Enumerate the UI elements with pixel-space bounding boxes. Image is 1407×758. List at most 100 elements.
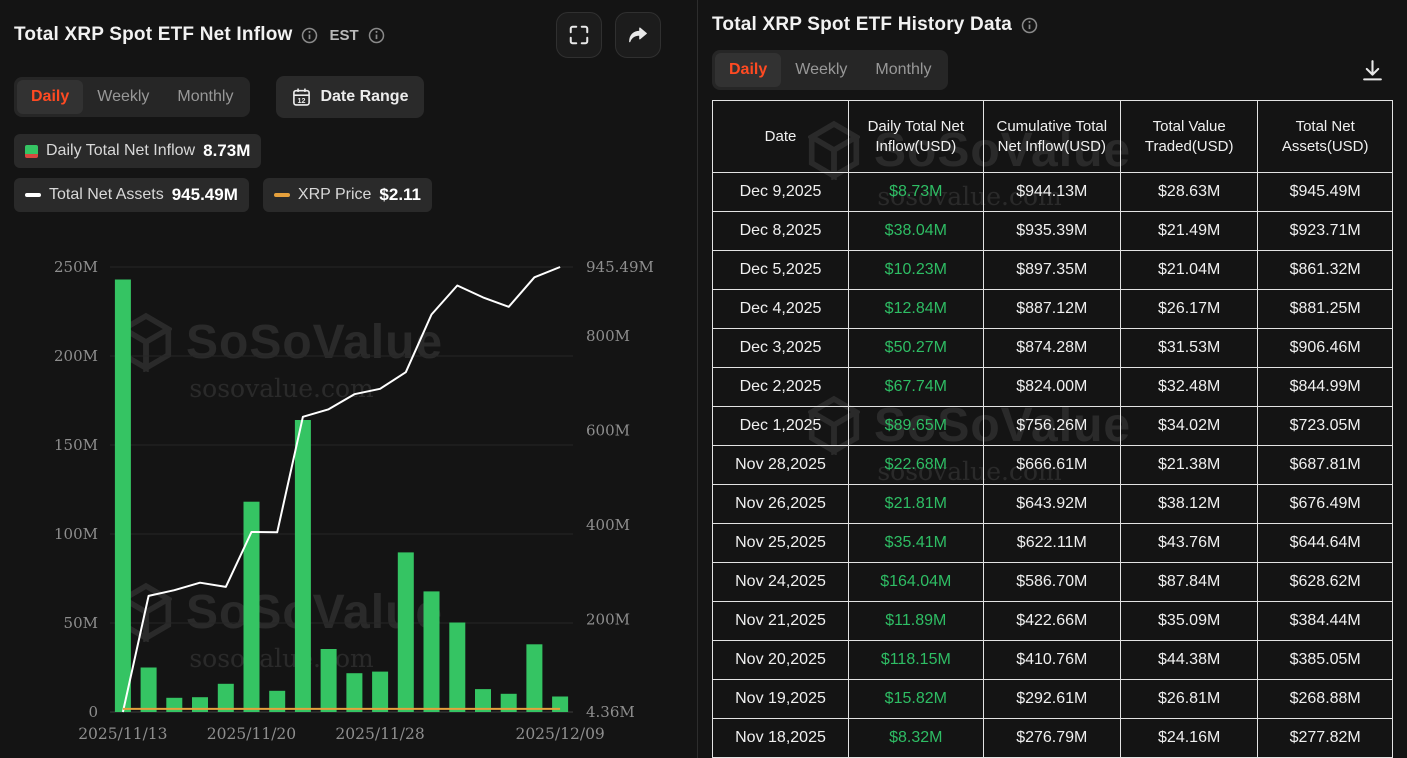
value-cell: $410.76M bbox=[982, 640, 1121, 680]
value-cell: $666.61M bbox=[982, 445, 1121, 485]
value-cell: $15.82M bbox=[848, 679, 984, 719]
value-cell: $643.92M bbox=[982, 484, 1121, 524]
value-cell: $676.49M bbox=[1257, 484, 1393, 524]
date-cell: Nov 24,2025 bbox=[712, 562, 849, 602]
date-cell: Dec 3,2025 bbox=[712, 328, 849, 368]
legend-value: 8.73M bbox=[203, 141, 251, 160]
value-cell: $644.64M bbox=[1257, 523, 1393, 563]
svg-text:4.36M: 4.36M bbox=[586, 703, 635, 721]
date-range-label: Date Range bbox=[320, 88, 409, 105]
svg-text:0: 0 bbox=[88, 703, 98, 721]
value-cell: $887.12M bbox=[982, 289, 1121, 329]
value-cell: $89.65M bbox=[848, 406, 984, 446]
value-cell: $87.84M bbox=[1119, 562, 1259, 602]
date-cell: Dec 8,2025 bbox=[712, 211, 849, 251]
value-cell: $31.53M bbox=[1119, 328, 1259, 368]
svg-text:50M: 50M bbox=[64, 614, 98, 632]
timezone-label: EST bbox=[329, 26, 359, 44]
value-cell: $32.48M bbox=[1119, 367, 1259, 407]
value-cell: $21.04M bbox=[1119, 250, 1259, 290]
value-cell: $384.44M bbox=[1257, 601, 1393, 641]
date-cell: Dec 4,2025 bbox=[712, 289, 849, 329]
value-cell: $268.88M bbox=[1257, 679, 1393, 719]
tab-monthly[interactable]: Monthly bbox=[875, 61, 932, 78]
inflow-bar-swatch-icon bbox=[25, 144, 38, 158]
value-cell: $35.41M bbox=[848, 523, 984, 563]
chart-info-icon[interactable] bbox=[301, 27, 318, 44]
tab-daily[interactable]: Daily bbox=[17, 80, 84, 114]
net-assets-line-swatch-icon bbox=[25, 193, 41, 197]
column-header: Total Net Assets(USD) bbox=[1257, 100, 1393, 173]
svg-text:100M: 100M bbox=[54, 525, 98, 543]
value-cell: $21.49M bbox=[1119, 211, 1259, 251]
history-controls: Daily Weekly Monthly bbox=[712, 50, 1393, 90]
tab-monthly[interactable]: Monthly bbox=[177, 88, 234, 105]
table-row: Dec 8,2025 $38.04M $935.39M $21.49M $923.71M bbox=[712, 211, 1393, 251]
table-row: Dec 9,2025 $8.73M $944.13M $28.63M $945.49M bbox=[712, 172, 1393, 212]
table-row: Nov 28,2025 $22.68M $666.61M $21.38M $687.81… bbox=[712, 445, 1393, 485]
legend-value: $2.11 bbox=[379, 185, 422, 204]
value-cell: $8.32M bbox=[848, 718, 984, 758]
tab-daily[interactable]: Daily bbox=[715, 53, 782, 87]
table-row: Dec 3,2025 $50.27M $874.28M $31.53M $906.46M bbox=[712, 328, 1393, 368]
table-row: Nov 21,2025 $11.89M $422.66M $35.09M $384.44… bbox=[712, 601, 1393, 641]
chart-area: SoSoValue sosovalue.com SoSoValue sosova… bbox=[0, 222, 697, 752]
net-inflow-chart[interactable]: 0 50M 100M 150M 200M 250M 4.36M 200M 400M 600M 800… bbox=[0, 222, 695, 752]
value-cell: $43.76M bbox=[1119, 523, 1259, 563]
table-row: Nov 19,2025 $15.82M $292.61M $26.81M $268.88… bbox=[712, 679, 1393, 719]
legend-total-net-assets[interactable]: Total Net Assets 945.49M bbox=[14, 178, 249, 212]
value-cell: $22.68M bbox=[848, 445, 984, 485]
calendar-icon: 12 bbox=[293, 88, 311, 106]
share-button[interactable] bbox=[615, 12, 661, 58]
chart-toolbar bbox=[556, 12, 661, 58]
column-header: Date bbox=[712, 100, 849, 173]
chart-panel: Total XRP Spot ETF Net Inflow EST Daily … bbox=[0, 0, 697, 758]
svg-text:250M: 250M bbox=[54, 258, 98, 276]
value-cell: $44.38M bbox=[1119, 640, 1259, 680]
value-cell: $824.00M bbox=[982, 367, 1121, 407]
value-cell: $622.11M bbox=[982, 523, 1121, 563]
svg-text:945.49M: 945.49M bbox=[586, 258, 654, 276]
value-cell: $874.28M bbox=[982, 328, 1121, 368]
svg-text:400M: 400M bbox=[586, 516, 630, 534]
chart-title: Total XRP Spot ETF Net Inflow bbox=[14, 24, 293, 45]
value-cell: $292.61M bbox=[982, 679, 1121, 719]
value-cell: $861.32M bbox=[1257, 250, 1393, 290]
table-row: Nov 18,2025 $8.32M $276.79M $24.16M $277.82M bbox=[712, 718, 1393, 758]
value-cell: $8.73M bbox=[848, 172, 984, 212]
date-range-button[interactable]: 12 Date Range bbox=[276, 76, 425, 118]
legend-daily-net-inflow[interactable]: Daily Total Net Inflow 8.73M bbox=[14, 134, 262, 168]
value-cell: $38.12M bbox=[1119, 484, 1259, 524]
timezone-info-icon[interactable] bbox=[368, 27, 385, 44]
fullscreen-button[interactable] bbox=[556, 12, 602, 58]
date-cell: Dec 5,2025 bbox=[712, 250, 849, 290]
value-cell: $50.27M bbox=[848, 328, 984, 368]
value-cell: $10.23M bbox=[848, 250, 984, 290]
value-cell: $26.17M bbox=[1119, 289, 1259, 329]
header-row: Date Daily Total Net Inflow(USD) Cumulativ… bbox=[712, 100, 1393, 173]
legend-xrp-price[interactable]: XRP Price $2.11 bbox=[262, 178, 433, 212]
value-cell: $945.49M bbox=[1257, 172, 1393, 212]
interval-tabs: Daily Weekly Monthly bbox=[14, 77, 251, 117]
date-cell: Dec 9,2025 bbox=[712, 172, 849, 212]
tab-weekly[interactable]: Weekly bbox=[97, 88, 150, 105]
date-cell: Dec 1,2025 bbox=[712, 406, 849, 446]
history-info-icon[interactable] bbox=[1021, 17, 1038, 34]
value-cell: $881.25M bbox=[1257, 289, 1393, 329]
date-cell: Dec 2,2025 bbox=[712, 367, 849, 407]
svg-text:200M: 200M bbox=[54, 347, 98, 365]
history-interval-tabs: Daily Weekly Monthly bbox=[712, 50, 949, 90]
svg-text:2025/12/09: 2025/12/09 bbox=[515, 725, 604, 743]
value-cell: $34.02M bbox=[1119, 406, 1259, 446]
value-cell: $21.81M bbox=[848, 484, 984, 524]
column-header: Daily Total Net Inflow(USD) bbox=[848, 100, 984, 173]
value-cell: $923.71M bbox=[1257, 211, 1393, 251]
date-cell: Nov 28,2025 bbox=[712, 445, 849, 485]
tab-weekly[interactable]: Weekly bbox=[795, 61, 848, 78]
value-cell: $897.35M bbox=[982, 250, 1121, 290]
table-row: Dec 1,2025 $89.65M $756.26M $34.02M $723.05M bbox=[712, 406, 1393, 446]
history-panel-header: Total XRP Spot ETF History Data bbox=[712, 14, 1393, 36]
download-button[interactable] bbox=[1360, 58, 1385, 83]
value-cell: $687.81M bbox=[1257, 445, 1393, 485]
date-cell: Nov 20,2025 bbox=[712, 640, 849, 680]
